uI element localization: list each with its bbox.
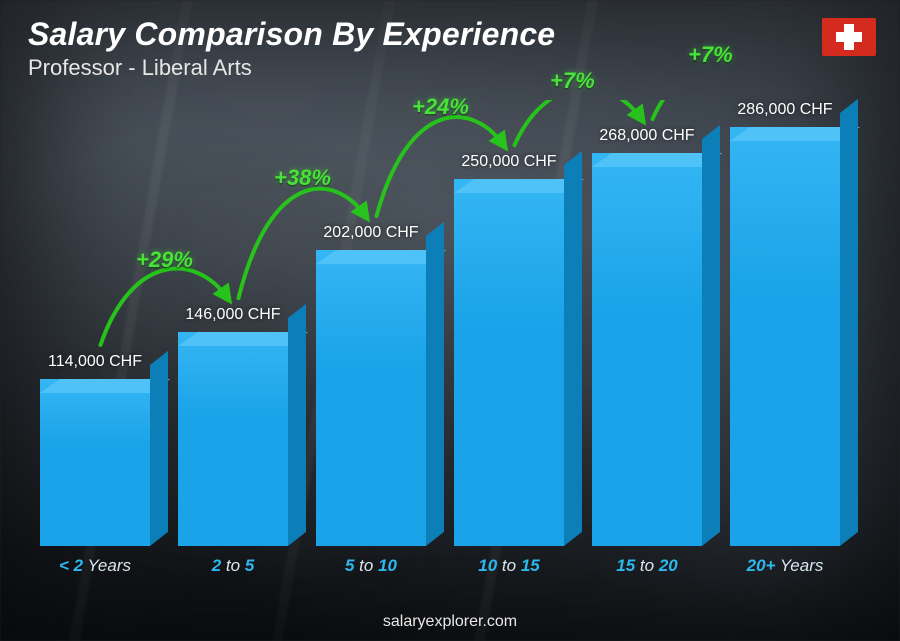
flag-switzerland (822, 18, 876, 56)
bar-0: 114,000 CHF (40, 353, 150, 546)
bar-2: 202,000 CHF (316, 224, 426, 546)
salary-bar-chart: 114,000 CHF 146,000 CHF 202,000 CHF 250,000… (40, 100, 840, 576)
bar-value-label: 202,000 CHF (323, 224, 418, 242)
bar-side-face (150, 351, 168, 546)
bar-value-label: 146,000 CHF (185, 306, 280, 324)
bars-container: 114,000 CHF 146,000 CHF 202,000 CHF 250,000… (40, 106, 840, 546)
header: Salary Comparison By Experience Professo… (28, 16, 872, 81)
bar-side-face (840, 99, 858, 546)
x-axis: < 2 Years 2 to 5 5 to 10 10 to 15 15 to 20 20… (40, 556, 840, 576)
source-footer: salaryexplorer.com (0, 613, 900, 631)
growth-pct-label: +7% (550, 68, 595, 94)
bar-value-label: 268,000 CHF (599, 127, 694, 145)
bar-side-face (288, 304, 306, 546)
bar-front-face (178, 332, 288, 546)
growth-pct-label: +24% (412, 94, 469, 120)
x-category: 10 to 15 (454, 556, 564, 576)
growth-pct-label: +29% (136, 247, 193, 273)
growth-pct-label: +38% (274, 165, 331, 191)
bar-3: 250,000 CHF (454, 153, 564, 546)
bar-front-face (40, 379, 150, 546)
x-category: 15 to 20 (592, 556, 702, 576)
bar-3d (40, 379, 150, 546)
bar-3d (454, 179, 564, 546)
bar-3d (730, 127, 840, 546)
bar-front-face (316, 250, 426, 546)
bar-side-face (426, 222, 444, 546)
bar-front-face (730, 127, 840, 546)
bar-4: 268,000 CHF (592, 127, 702, 546)
x-category: 5 to 10 (316, 556, 426, 576)
bar-front-face (592, 153, 702, 546)
flag-cross-h (836, 32, 862, 42)
bar-side-face (564, 151, 582, 546)
page-subtitle: Professor - Liberal Arts (28, 55, 872, 81)
bar-front-face (454, 179, 564, 546)
bar-side-face (702, 125, 720, 546)
bar-value-label: 286,000 CHF (737, 101, 832, 119)
page-title: Salary Comparison By Experience (28, 16, 872, 53)
x-category: < 2 Years (40, 556, 150, 576)
bar-value-label: 250,000 CHF (461, 153, 556, 171)
x-category: 2 to 5 (178, 556, 288, 576)
bar-value-label: 114,000 CHF (48, 353, 142, 371)
bar-1: 146,000 CHF (178, 306, 288, 546)
bar-3d (592, 153, 702, 546)
bar-3d (178, 332, 288, 546)
x-category: 20+ Years (730, 556, 840, 576)
bar-3d (316, 250, 426, 546)
growth-pct-label: +7% (688, 42, 733, 68)
bar-5: 286,000 CHF (730, 101, 840, 546)
